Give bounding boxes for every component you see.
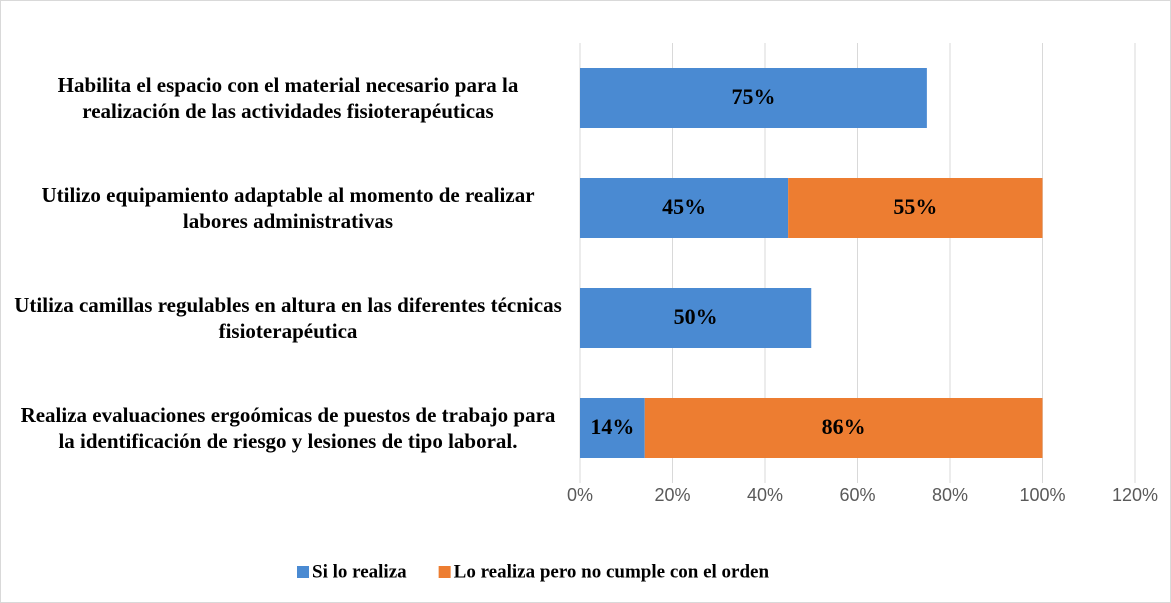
value-label: 50% <box>674 304 718 329</box>
x-tick-label: 100% <box>1019 485 1065 505</box>
bar <box>580 288 812 348</box>
category-label: Realiza evaluaciones ergoómicas de puest… <box>20 403 556 453</box>
value-label: 55% <box>893 194 937 219</box>
value-label: 86% <box>822 414 866 439</box>
legend-label: Si lo realiza <box>312 561 407 582</box>
legend-swatch <box>297 566 309 578</box>
value-label: 75% <box>731 84 775 109</box>
bar <box>580 178 789 238</box>
category-label: Habilita el espacio con el material nece… <box>57 73 519 123</box>
x-tick-label: 120% <box>1112 485 1158 505</box>
x-tick-label: 60% <box>839 485 875 505</box>
bar <box>580 68 927 128</box>
category-label: Utiliza camillas regulables en altura en… <box>14 293 562 343</box>
x-tick-label: 40% <box>747 485 783 505</box>
value-label: 14% <box>590 414 634 439</box>
value-label: 45% <box>662 194 706 219</box>
legend-label: Lo realiza pero no cumple con el orden <box>454 561 770 582</box>
bar <box>580 398 645 458</box>
x-tick-label: 0% <box>567 485 593 505</box>
bar <box>788 178 1043 238</box>
legend-swatch <box>438 566 451 578</box>
category-label: Utilizo equipamiento adaptable al moment… <box>41 183 535 233</box>
x-tick-label: 20% <box>654 485 690 505</box>
bar <box>644 398 1043 458</box>
x-tick-label: 80% <box>932 485 968 505</box>
